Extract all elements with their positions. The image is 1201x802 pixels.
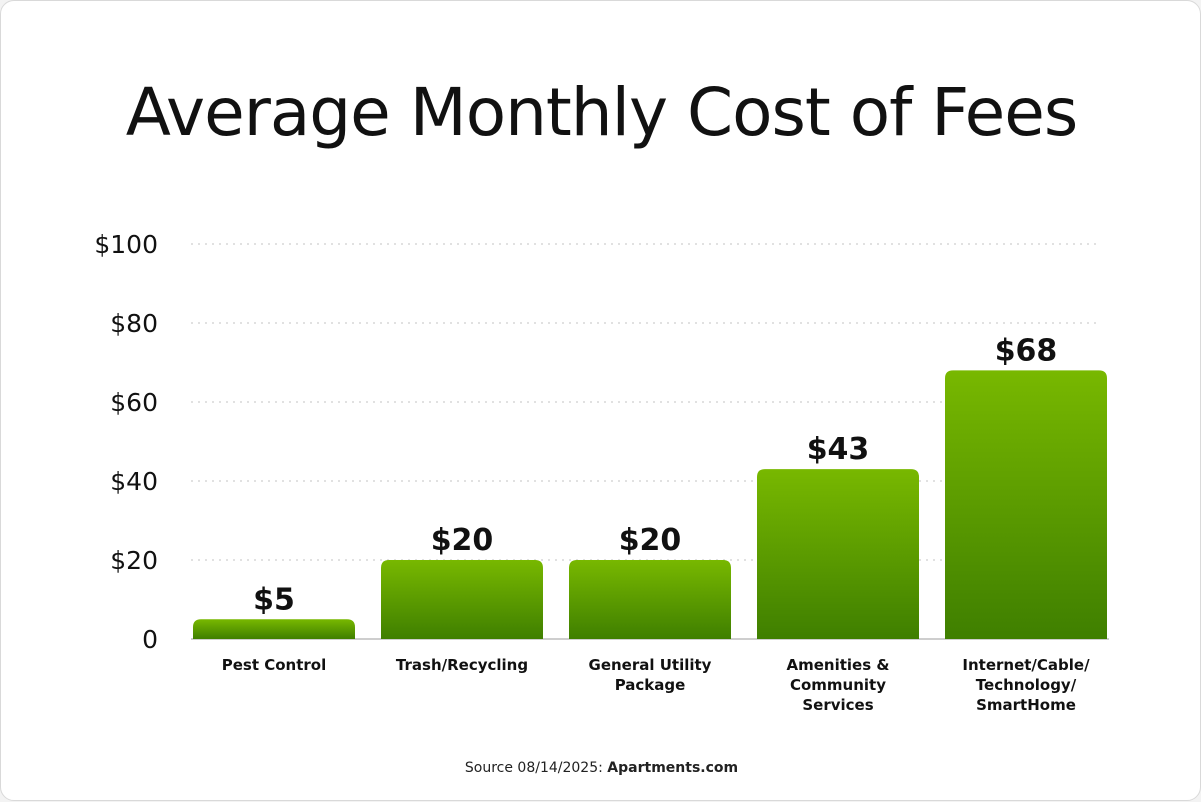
y-tick-label: $20 [110, 546, 158, 575]
x-category-label-line: Services [802, 696, 873, 714]
bar-value-label: $20 [431, 523, 494, 558]
y-tick-label: $100 [94, 230, 158, 259]
chart-title: Average Monthly Cost of Fees [125, 74, 1079, 151]
x-category-label-line: Internet/Cable/ [962, 656, 1090, 674]
y-tick-label: $80 [110, 309, 158, 338]
x-category-label-line: Community [790, 676, 886, 694]
source-name: Apartments.com [607, 760, 739, 776]
x-category-label-line: SmartHome [976, 696, 1076, 714]
bar-value-label: $68 [995, 333, 1058, 368]
bar-value-label: $43 [807, 432, 870, 467]
x-category-label-line: Amenities & [787, 656, 890, 674]
bar [569, 560, 731, 639]
x-category-label-line: Technology/ [976, 676, 1077, 694]
x-category-label: Internet/Cable/Technology/SmartHome [962, 656, 1090, 714]
bar [945, 370, 1107, 639]
x-category-label: Trash/Recycling [396, 656, 528, 674]
bar [381, 560, 543, 639]
x-category-label-line: Trash/Recycling [396, 656, 528, 674]
y-tick-label: $40 [110, 467, 158, 496]
x-category-label: Amenities & Community Services [787, 656, 890, 714]
source-prefix: Source 08/14/2025: [464, 760, 608, 776]
x-category-label-line: Pest Control [222, 656, 327, 674]
bar-value-label: $20 [619, 523, 682, 558]
source-note: Source 08/14/2025: Apartments.com [1, 760, 1201, 776]
x-category-label-line: Package [615, 676, 686, 694]
bar [193, 619, 355, 639]
bar-value-label: $5 [253, 582, 295, 617]
x-category-label: Pest Control [222, 656, 327, 674]
x-category-label-line: General Utility [589, 656, 712, 674]
bar [757, 469, 919, 639]
y-tick-label: 0 [142, 625, 158, 654]
y-tick-label: $60 [110, 388, 158, 417]
x-category-label: General Utility Package [589, 656, 712, 694]
